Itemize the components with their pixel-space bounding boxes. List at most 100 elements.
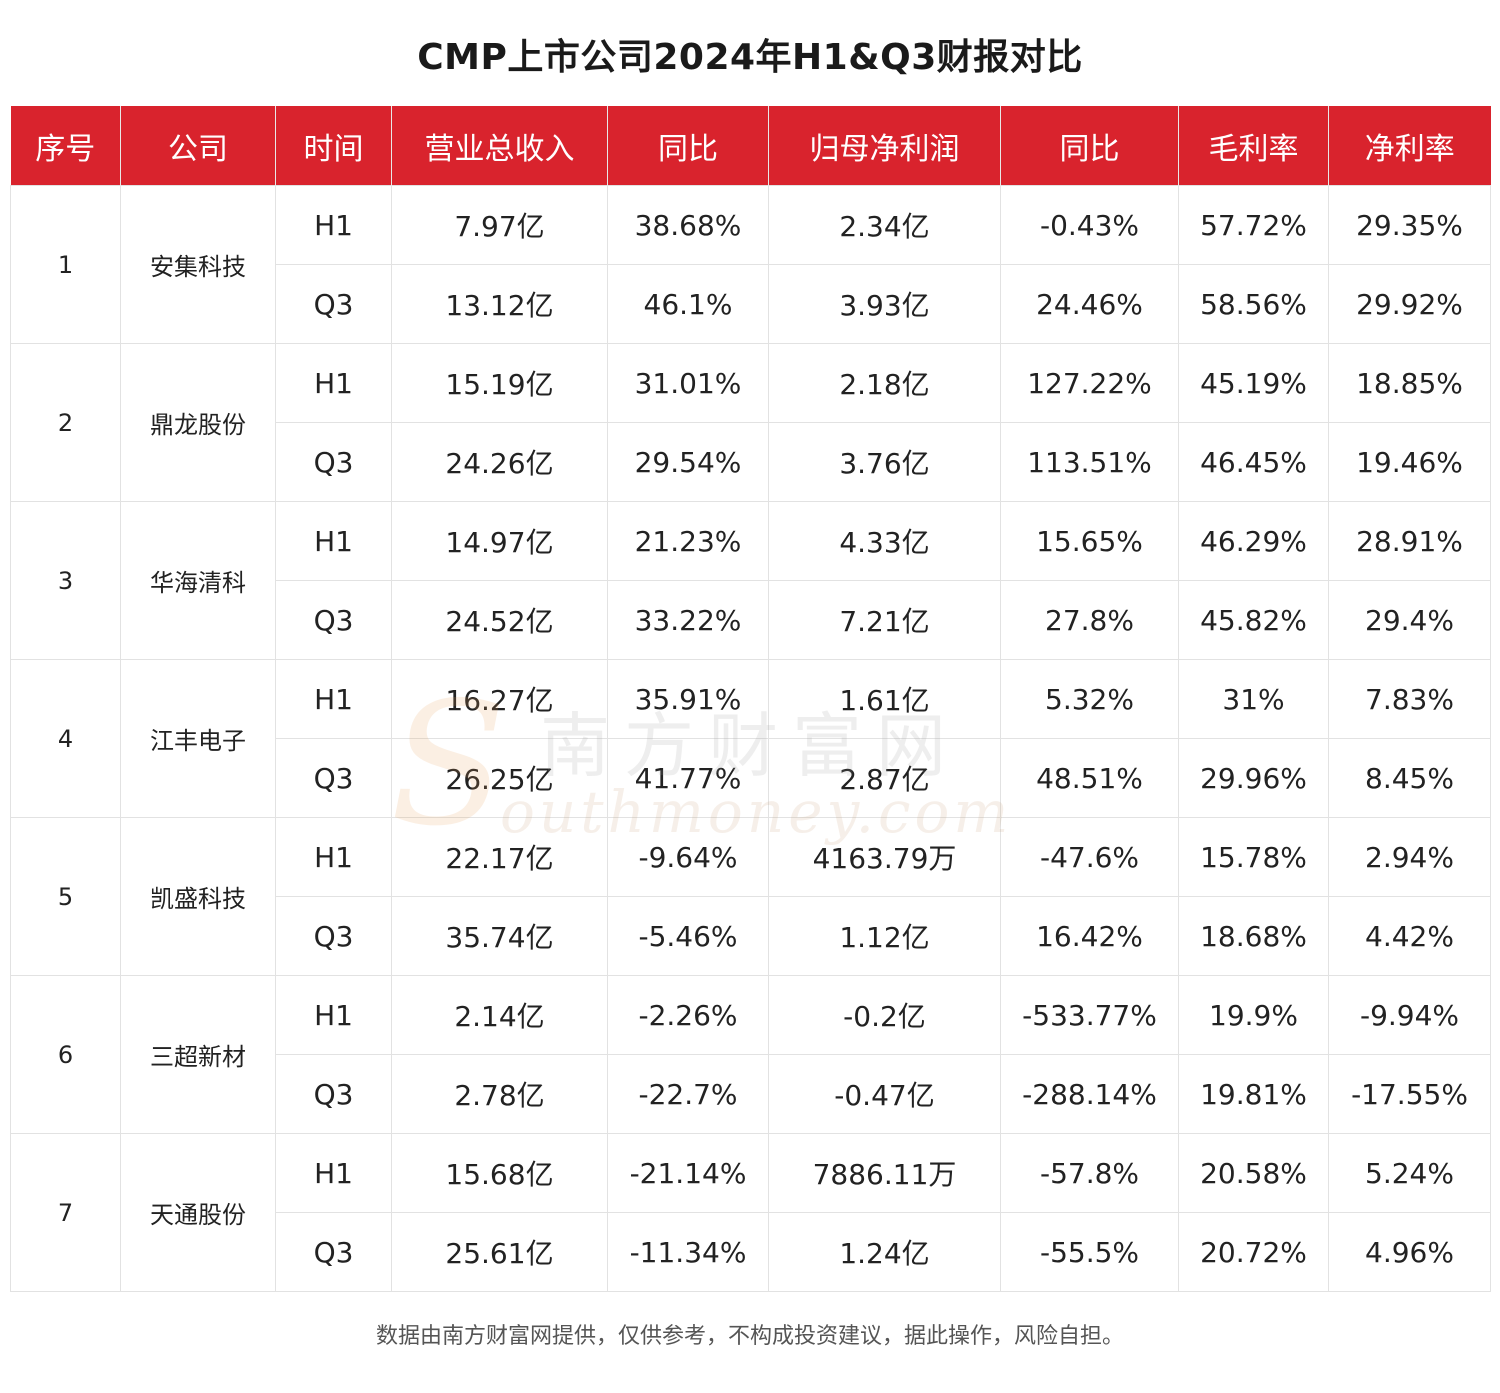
cell-revenue: 15.19亿: [391, 343, 608, 423]
cell-revenue: 26.25亿: [391, 738, 608, 818]
cell-revenue: 25.61亿: [391, 1212, 608, 1292]
header-company: 公司: [120, 106, 276, 186]
table-header-row: 序号 公司 时间 营业总收入 同比 归母净利润 同比 毛利率 净利率: [10, 106, 1491, 186]
cell-profit-yoy: 24.46%: [1000, 264, 1179, 344]
header-revenue: 营业总收入: [391, 106, 608, 186]
cell-index: 1: [10, 185, 121, 344]
cell-net-profit: 3.76亿: [768, 422, 1001, 502]
cell-period: H1: [275, 1133, 392, 1213]
cell-net-margin: 29.92%: [1328, 264, 1491, 344]
cell-gross-margin: 57.72%: [1178, 185, 1329, 265]
cell-net-profit: 2.34亿: [768, 185, 1001, 265]
table-row: 4 江丰电子 H1 16.27亿 35.91% 1.61亿 5.32% 31% 7.83%: [10, 659, 1491, 818]
cell-gross-margin: 20.72%: [1178, 1212, 1329, 1292]
cell-net-profit: 4163.79万: [768, 817, 1001, 897]
table-row: 5 凯盛科技 H1 22.17亿 -9.64% 4163.79万 -47.6% 15.78% 2…: [10, 817, 1491, 976]
header-profit-yoy: 同比: [1000, 106, 1179, 186]
cell-revenue: 2.14亿: [391, 975, 608, 1055]
cell-revenue: 14.97亿: [391, 501, 608, 581]
cell-profit-yoy: 48.51%: [1000, 738, 1179, 818]
cell-profit-yoy: 27.8%: [1000, 580, 1179, 660]
cell-revenue-yoy: -5.46%: [607, 896, 769, 976]
cell-profit-yoy: 127.22%: [1000, 343, 1179, 423]
cell-company: 天通股份: [120, 1133, 276, 1292]
cell-net-profit: -0.2亿: [768, 975, 1001, 1055]
cell-net-margin: 29.35%: [1328, 185, 1491, 265]
cell-gross-margin: 29.96%: [1178, 738, 1329, 818]
cell-revenue: 13.12亿: [391, 264, 608, 344]
cell-net-profit: 2.87亿: [768, 738, 1001, 818]
cell-net-profit: 7.21亿: [768, 580, 1001, 660]
cell-company: 三超新材: [120, 975, 276, 1134]
cell-revenue-yoy: 35.91%: [607, 659, 769, 739]
cell-net-profit: 2.18亿: [768, 343, 1001, 423]
cell-net-profit: 3.93亿: [768, 264, 1001, 344]
table-row: Q3 25.61亿 -11.34% 1.24亿 -55.5% 20.72% 4.96%: [11, 1212, 1491, 1292]
cell-revenue-yoy: 46.1%: [607, 264, 769, 344]
cell-net-margin: 4.96%: [1328, 1212, 1491, 1292]
header-index: 序号: [10, 106, 121, 186]
header-revenue-yoy: 同比: [607, 106, 769, 186]
cell-gross-margin: 45.19%: [1178, 343, 1329, 423]
cell-gross-margin: 19.81%: [1178, 1054, 1329, 1134]
cell-index: 5: [10, 817, 121, 976]
cell-profit-yoy: 113.51%: [1000, 422, 1179, 502]
cell-net-margin: 18.85%: [1328, 343, 1491, 423]
cell-net-profit: -0.47亿: [768, 1054, 1001, 1134]
cell-profit-yoy: -0.43%: [1000, 185, 1179, 265]
header-period: 时间: [275, 106, 392, 186]
cell-index: 4: [10, 659, 121, 818]
cell-period: Q3: [275, 264, 392, 344]
cell-period: H1: [275, 659, 392, 739]
cell-gross-margin: 15.78%: [1178, 817, 1329, 897]
cell-profit-yoy: 16.42%: [1000, 896, 1179, 976]
header-gross-margin: 毛利率: [1178, 106, 1329, 186]
cell-period: Q3: [275, 422, 392, 502]
financial-comparison-table: 序号 公司 时间 营业总收入 同比 归母净利润 同比 毛利率 净利率 1 安集科技…: [10, 106, 1491, 1292]
cell-profit-yoy: -47.6%: [1000, 817, 1179, 897]
cell-period: H1: [275, 343, 392, 423]
cell-gross-margin: 18.68%: [1178, 896, 1329, 976]
cell-period: Q3: [275, 1054, 392, 1134]
cell-period: H1: [275, 817, 392, 897]
cell-company: 江丰电子: [120, 659, 276, 818]
cell-gross-margin: 58.56%: [1178, 264, 1329, 344]
table-body: 1 安集科技 H1 7.97亿 38.68% 2.34亿 -0.43% 57.72% 29.35…: [10, 185, 1491, 1292]
cell-revenue-yoy: 29.54%: [607, 422, 769, 502]
cell-company: 凯盛科技: [120, 817, 276, 976]
cell-company: 安集科技: [120, 185, 276, 344]
table-row: Q3 26.25亿 41.77% 2.87亿 48.51% 29.96% 8.45%: [11, 738, 1491, 818]
cell-net-margin: 28.91%: [1328, 501, 1491, 581]
cell-net-margin: 5.24%: [1328, 1133, 1491, 1213]
table-row: 2 鼎龙股份 H1 15.19亿 31.01% 2.18亿 127.22% 45.19% 18.…: [10, 343, 1491, 502]
table-row: 3 华海清科 H1 14.97亿 21.23% 4.33亿 15.65% 46.29% 28.9…: [10, 501, 1491, 660]
cell-index: 7: [10, 1133, 121, 1292]
cell-revenue: 24.26亿: [391, 422, 608, 502]
cell-company: 鼎龙股份: [120, 343, 276, 502]
cell-revenue-yoy: -2.26%: [607, 975, 769, 1055]
cell-net-profit: 4.33亿: [768, 501, 1001, 581]
cell-gross-margin: 20.58%: [1178, 1133, 1329, 1213]
header-net-profit: 归母净利润: [768, 106, 1001, 186]
cell-profit-yoy: 15.65%: [1000, 501, 1179, 581]
header-net-margin: 净利率: [1328, 106, 1491, 186]
cell-net-margin: 2.94%: [1328, 817, 1491, 897]
cell-period: Q3: [275, 738, 392, 818]
cell-net-margin: -17.55%: [1328, 1054, 1491, 1134]
cell-revenue: 16.27亿: [391, 659, 608, 739]
cell-revenue-yoy: 21.23%: [607, 501, 769, 581]
cell-net-profit: 1.61亿: [768, 659, 1001, 739]
cell-profit-yoy: 5.32%: [1000, 659, 1179, 739]
cell-period: Q3: [275, 1212, 392, 1292]
cell-net-margin: 4.42%: [1328, 896, 1491, 976]
cell-revenue-yoy: 33.22%: [607, 580, 769, 660]
cell-period: H1: [275, 975, 392, 1055]
table-row: Q3 24.26亿 29.54% 3.76亿 113.51% 46.45% 19.46%: [11, 422, 1491, 502]
cell-net-profit: 1.12亿: [768, 896, 1001, 976]
table-row: 1 安集科技 H1 7.97亿 38.68% 2.34亿 -0.43% 57.72% 29.35…: [10, 185, 1491, 344]
page-title: CMP上市公司2024年H1&Q3财报对比: [417, 37, 1083, 78]
cell-profit-yoy: -55.5%: [1000, 1212, 1179, 1292]
cell-profit-yoy: -533.77%: [1000, 975, 1179, 1055]
cell-gross-margin: 19.9%: [1178, 975, 1329, 1055]
cell-net-margin: 8.45%: [1328, 738, 1491, 818]
